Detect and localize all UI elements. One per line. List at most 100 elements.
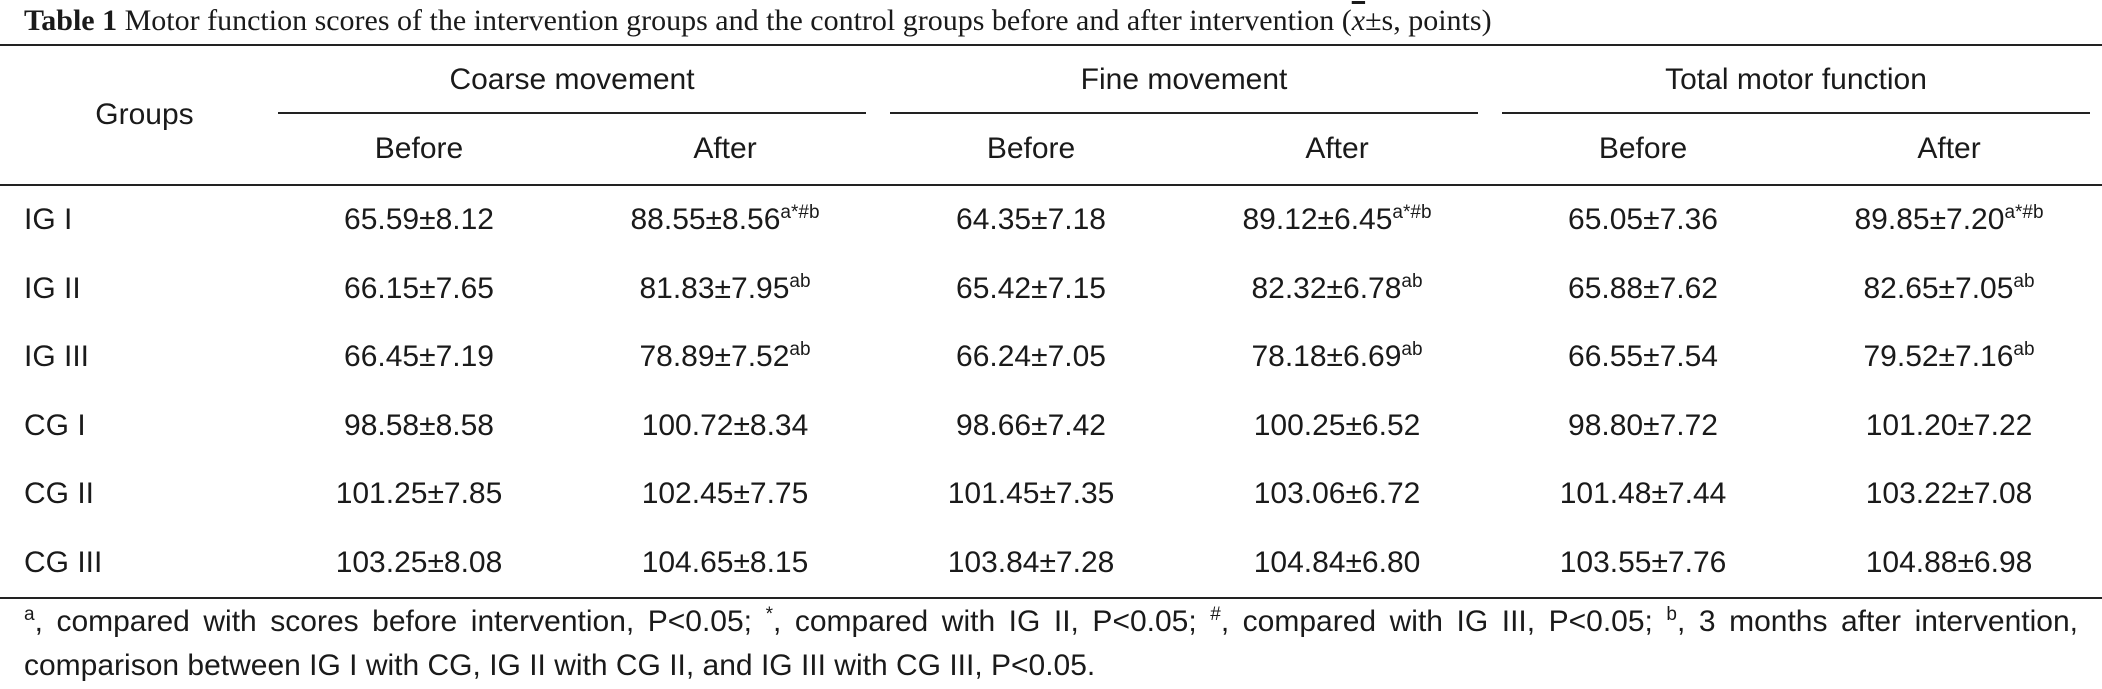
score-value: 98.80±7.72 [1568, 408, 1718, 442]
score-cell: 78.18±6.69ab [1184, 323, 1490, 392]
score-cell: 65.05±7.36 [1490, 185, 1796, 255]
significance-mark: ab [1401, 270, 1423, 292]
total-motor-function-header: Total motor function [1490, 45, 2102, 114]
footnote-mark-star: * [765, 604, 773, 625]
table-row: IG II 66.15±7.65 81.83±7.95ab 65.42±7.15 82.… [0, 255, 2102, 324]
group-cell: CG III [24, 545, 103, 579]
significance-mark: ab [789, 270, 811, 292]
score-cell: 104.88±6.98 [1796, 529, 2102, 599]
group-cell: IG II [24, 271, 81, 305]
significance-mark: a*#b [2004, 202, 2044, 224]
score-cell: 78.89±7.52ab [572, 323, 878, 392]
score-cell: 103.06±6.72 [1184, 460, 1490, 529]
table-row: CG I 98.58±8.58 100.72±8.34 98.66±7.42 100.2… [0, 392, 2102, 461]
score-value: 104.84±6.80 [1253, 545, 1421, 579]
table-row: IG III 66.45±7.19 78.89±7.52ab 66.24±7.05 78… [0, 323, 2102, 392]
score-cell: 101.25±7.85 [266, 460, 572, 529]
score-cell: 103.84±7.28 [878, 529, 1184, 599]
table-footnote: a, compared with scores before intervent… [24, 600, 2078, 688]
mean-symbol: x [1351, 4, 1366, 37]
score-cell: 65.88±7.62 [1490, 255, 1796, 324]
score-value: 66.45±7.19 [344, 340, 494, 374]
score-value: 66.55±7.54 [1568, 340, 1718, 374]
score-cell: 103.25±8.08 [266, 529, 572, 599]
score-value: 104.88±6.98 [1865, 545, 2033, 579]
score-cell: 104.65±8.15 [572, 529, 878, 599]
score-value: 65.88±7.62 [1568, 271, 1718, 305]
score-value: 103.84±7.28 [947, 545, 1115, 579]
score-value: 89.85±7.20 [1854, 203, 2005, 237]
significance-mark: ab [2013, 339, 2035, 361]
score-cell: 103.55±7.76 [1490, 529, 1796, 599]
score-value: 104.65±8.15 [641, 545, 809, 579]
score-value: 100.25±6.52 [1253, 408, 1421, 442]
score-cell: 101.20±7.22 [1796, 392, 2102, 461]
score-value: 98.66±7.42 [956, 408, 1106, 442]
score-value: 101.48±7.44 [1559, 477, 1727, 511]
footnote-mark-a: a [24, 604, 35, 625]
score-cell: 64.35±7.18 [878, 185, 1184, 255]
score-value: 103.22±7.08 [1865, 477, 2033, 511]
total-before-header: Before [1598, 132, 1688, 165]
score-cell: 100.72±8.34 [572, 392, 878, 461]
score-cell: 66.15±7.65 [266, 255, 572, 324]
score-value: 78.18±6.69 [1251, 340, 1402, 374]
footnote-mark-hash: # [1210, 604, 1221, 625]
score-cell: 102.45±7.75 [572, 460, 878, 529]
motor-function-table: Groups Coarse movement Fine movement Tot… [0, 44, 2102, 599]
score-value: 82.32±6.78 [1251, 271, 1402, 305]
score-cell: 104.84±6.80 [1184, 529, 1490, 599]
coarse-before-header: Before [374, 132, 464, 165]
score-cell: 100.25±6.52 [1184, 392, 1490, 461]
table-body: IG I 65.59±8.12 88.55±8.56a*#b 64.35±7.18 89… [0, 185, 2102, 598]
score-value: 82.65±7.05 [1863, 271, 2014, 305]
score-value: 101.20±7.22 [1865, 408, 2033, 442]
table-label: Table 1 [24, 4, 118, 37]
score-value: 64.35±7.18 [956, 203, 1106, 237]
score-value: 101.25±7.85 [335, 477, 503, 511]
footnote-text-a: , compared with scores before interventi… [34, 605, 766, 638]
score-cell: 89.12±6.45a*#b [1184, 185, 1490, 255]
caption-text-end: ±s, points) [1365, 4, 1492, 37]
total-after-header: After [1917, 132, 1981, 165]
score-value: 101.45±7.35 [947, 477, 1115, 511]
significance-mark: ab [1401, 339, 1423, 361]
score-value: 66.24±7.05 [956, 340, 1106, 374]
score-value: 88.55±8.56 [630, 203, 781, 237]
score-cell: 82.65±7.05ab [1796, 255, 2102, 324]
score-cell: 101.48±7.44 [1490, 460, 1796, 529]
score-value: 66.15±7.65 [344, 271, 494, 305]
significance-mark: ab [789, 339, 811, 361]
fine-after-header: After [1305, 132, 1369, 165]
score-cell: 65.42±7.15 [878, 255, 1184, 324]
score-cell: 82.32±6.78ab [1184, 255, 1490, 324]
score-value: 65.42±7.15 [956, 271, 1106, 305]
score-cell: 103.22±7.08 [1796, 460, 2102, 529]
score-cell: 98.66±7.42 [878, 392, 1184, 461]
score-value: 98.58±8.58 [344, 408, 494, 442]
score-value: 65.05±7.36 [1568, 203, 1718, 237]
score-cell: 88.55±8.56a*#b [572, 185, 878, 255]
significance-mark: a*#b [780, 202, 820, 224]
table-row: CG II 101.25±7.85 102.45±7.75 101.45±7.35 10… [0, 460, 2102, 529]
footnote-text-b: , 3 months after intervention, compariso… [24, 605, 2079, 682]
score-cell: 66.55±7.54 [1490, 323, 1796, 392]
fine-before-header: Before [986, 132, 1076, 165]
score-value: 102.45±7.75 [641, 477, 809, 511]
score-value: 65.59±8.12 [344, 203, 494, 237]
groups-header: Groups [95, 98, 194, 131]
score-cell: 66.24±7.05 [878, 323, 1184, 392]
group-cell: IG III [24, 340, 90, 374]
coarse-movement-header: Coarse movement [266, 45, 878, 114]
score-cell: 79.52±7.16ab [1796, 323, 2102, 392]
score-cell: 81.83±7.95ab [572, 255, 878, 324]
score-value: 103.25±8.08 [335, 545, 503, 579]
footnote-mark-b: b [1666, 604, 1677, 625]
score-cell: 98.80±7.72 [1490, 392, 1796, 461]
significance-mark: ab [2013, 270, 2035, 292]
table-caption: Table 1 Motor function scores of the int… [24, 2, 2084, 40]
coarse-after-header: After [693, 132, 757, 165]
group-cell: CG II [24, 477, 95, 511]
score-value: 81.83±7.95 [639, 271, 790, 305]
significance-mark: a*#b [1392, 202, 1432, 224]
